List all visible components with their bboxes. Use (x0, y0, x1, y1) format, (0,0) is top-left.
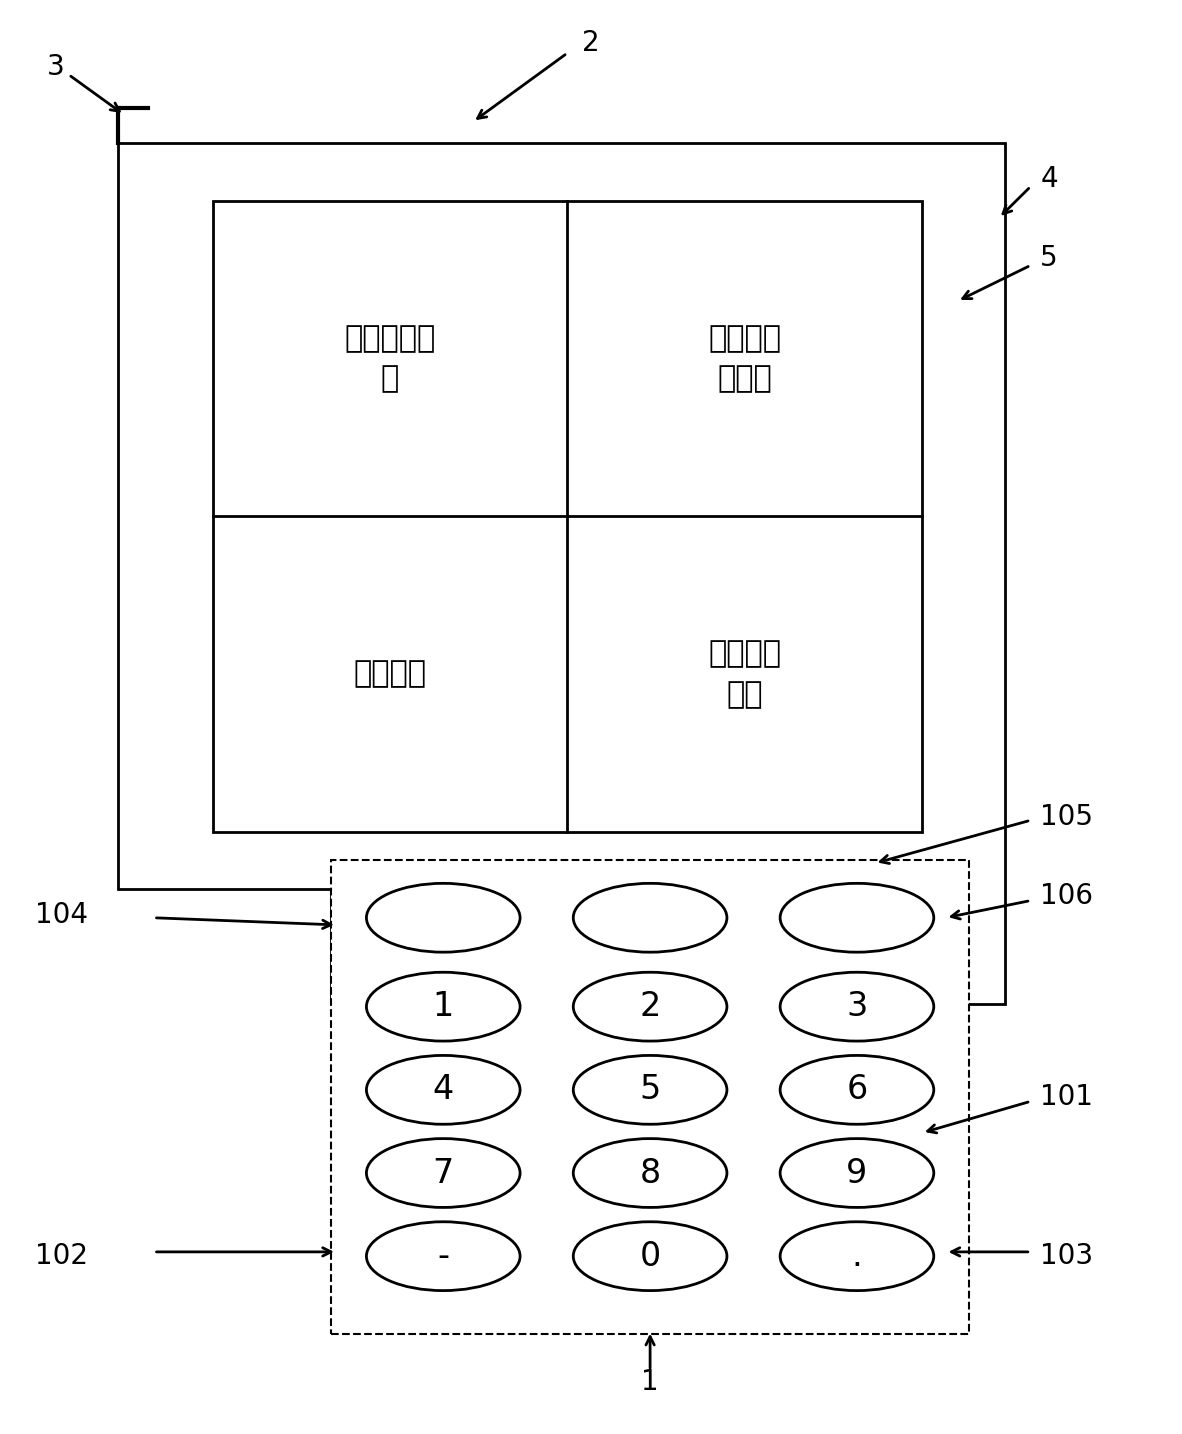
Text: 106: 106 (1040, 882, 1093, 911)
Text: 百分表输
入数据: 百分表输 入数据 (708, 324, 781, 393)
Text: 4: 4 (1040, 165, 1058, 194)
Text: 6: 6 (846, 1073, 868, 1107)
Text: 1: 1 (433, 989, 454, 1024)
Text: 偏差调整
数值: 偏差调整 数值 (708, 640, 781, 708)
Text: 对中状态: 对中状态 (353, 660, 427, 688)
Text: 9: 9 (846, 1156, 868, 1190)
Text: 3: 3 (846, 989, 868, 1024)
Text: 7: 7 (433, 1156, 454, 1190)
Text: 0: 0 (639, 1239, 661, 1273)
Ellipse shape (573, 972, 727, 1041)
Ellipse shape (780, 1222, 934, 1291)
Text: 101: 101 (1040, 1083, 1093, 1111)
Ellipse shape (366, 1139, 520, 1207)
Text: 5: 5 (1040, 244, 1058, 272)
Bar (213, 201, 922, 832)
Ellipse shape (573, 1139, 727, 1207)
Bar (331, 860, 969, 1334)
Text: 1: 1 (642, 1368, 658, 1397)
Text: 102: 102 (35, 1242, 89, 1271)
Text: 4: 4 (433, 1073, 454, 1107)
Ellipse shape (366, 883, 520, 952)
Text: 2: 2 (583, 29, 599, 57)
Text: 8: 8 (639, 1156, 661, 1190)
Ellipse shape (573, 1222, 727, 1291)
Ellipse shape (573, 1055, 727, 1124)
Text: .: . (851, 1239, 863, 1273)
Ellipse shape (780, 1055, 934, 1124)
Ellipse shape (366, 972, 520, 1041)
Text: 5: 5 (639, 1073, 661, 1107)
Ellipse shape (780, 972, 934, 1041)
Ellipse shape (573, 883, 727, 952)
Text: 3: 3 (47, 53, 65, 82)
Polygon shape (118, 143, 1005, 1004)
Ellipse shape (780, 883, 934, 952)
Text: 2: 2 (639, 989, 661, 1024)
Text: 105: 105 (1040, 803, 1093, 832)
Text: 测量输入数
据: 测量输入数 据 (344, 324, 436, 393)
Text: -: - (437, 1239, 449, 1273)
Ellipse shape (780, 1139, 934, 1207)
Ellipse shape (366, 1055, 520, 1124)
Ellipse shape (366, 1222, 520, 1291)
Text: 104: 104 (35, 901, 89, 929)
Text: 103: 103 (1040, 1242, 1093, 1271)
